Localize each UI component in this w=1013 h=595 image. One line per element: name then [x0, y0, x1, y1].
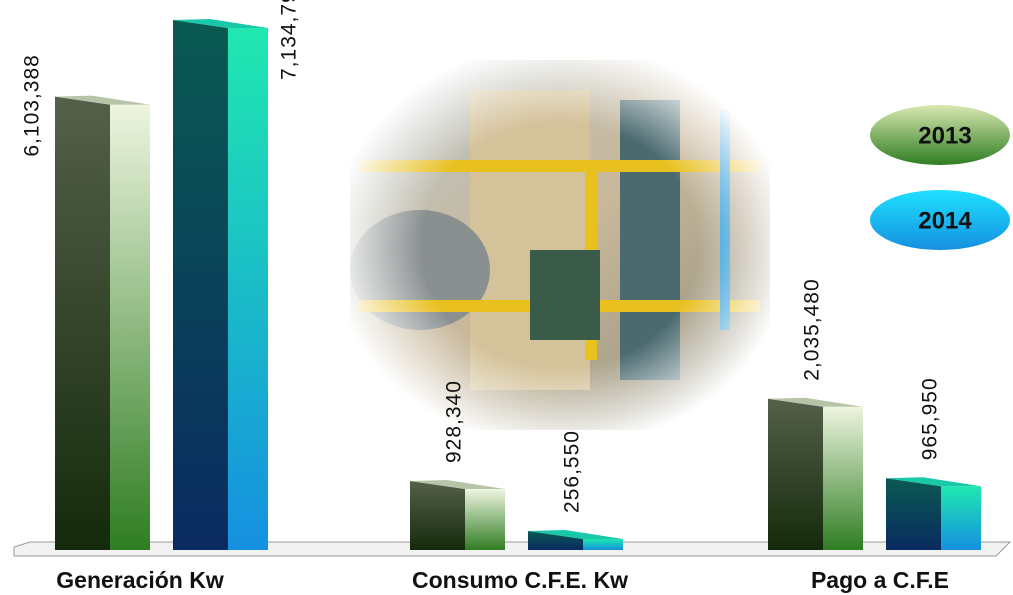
category-label: Consumo C.F.E. Kw — [412, 567, 628, 593]
bar — [410, 480, 505, 550]
bar — [173, 19, 268, 550]
value-label: 256,550 — [561, 430, 584, 513]
bar-right-face — [941, 486, 981, 550]
legend-swatch — [870, 190, 1010, 250]
bar-left-face — [528, 530, 583, 550]
bar-left-face — [886, 478, 941, 550]
bar-right-face — [583, 538, 623, 550]
bar-top — [528, 529, 623, 539]
bar-left-face — [173, 20, 228, 550]
bar-right-face — [228, 28, 268, 550]
value-label: 6,103,388 — [21, 54, 44, 156]
value-label: 2,035,480 — [801, 278, 824, 380]
bar — [886, 477, 981, 550]
bar — [55, 95, 150, 550]
category-label: Generación Kw — [56, 567, 224, 593]
value-label: 965,950 — [919, 377, 942, 460]
bar-right-face — [465, 489, 505, 550]
bar — [528, 529, 623, 550]
legend-label: 2013 — [918, 122, 971, 149]
bar — [768, 397, 863, 550]
legend-label: 2014 — [918, 207, 972, 234]
category-label: Pago a C.F.E — [811, 567, 949, 593]
value-label: 7,134,797 — [278, 0, 301, 80]
bar-right-face — [110, 104, 150, 550]
bar-top — [173, 19, 268, 28]
bar-left-face — [55, 96, 110, 550]
bar-top — [886, 477, 981, 487]
bar-left-face — [410, 481, 465, 550]
photo — [350, 60, 770, 430]
value-label: 928,340 — [443, 380, 466, 463]
bar-right-face — [823, 406, 863, 550]
legend-swatch — [870, 105, 1010, 165]
bar-top — [768, 397, 863, 407]
bar-left-face — [768, 398, 823, 550]
bar-top — [55, 95, 150, 105]
bar-top — [410, 480, 505, 490]
